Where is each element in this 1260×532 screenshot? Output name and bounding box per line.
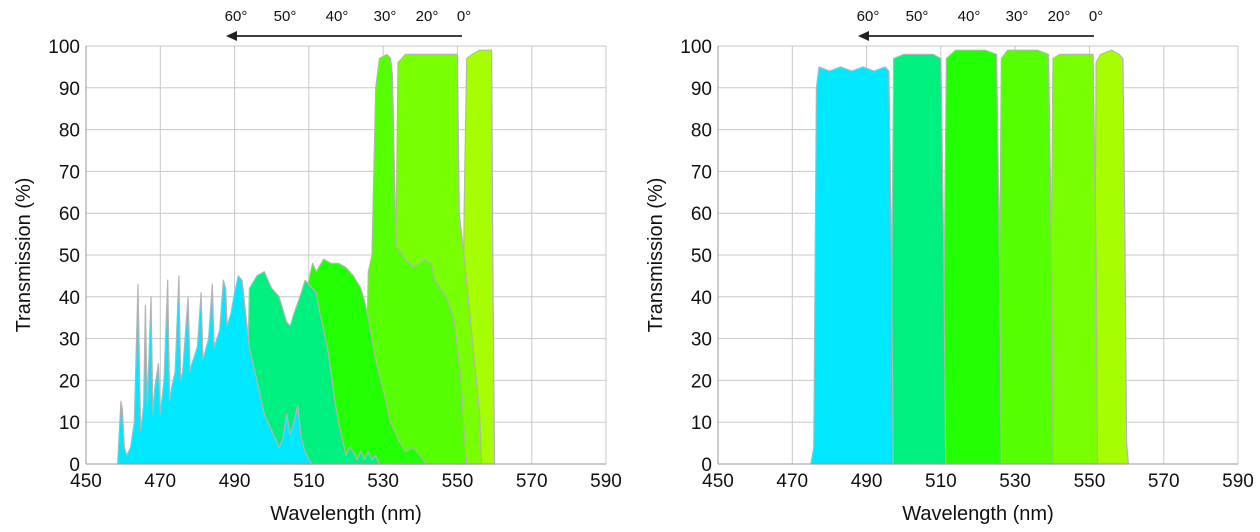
y-tick-label: 0	[701, 455, 712, 476]
x-tick-label: 450	[70, 471, 102, 492]
x-tick-label: 530	[367, 471, 399, 492]
x-tick-label: 530	[999, 471, 1031, 492]
series-area-5	[245, 271, 380, 465]
x-tick-label: 570	[516, 471, 548, 492]
series-group	[810, 49, 1129, 465]
angle-annotation: 60° 50° 40° 30° 20° 0°	[225, 8, 471, 41]
x-tick-label: 510	[293, 471, 325, 492]
x-tick-label: 470	[776, 471, 808, 492]
y-tick-label: 50	[59, 246, 80, 267]
angle-label: 40°	[958, 8, 981, 25]
y-tick-label: 30	[691, 330, 712, 351]
y-tick-label: 60	[59, 204, 80, 225]
series-area-6	[117, 275, 314, 465]
angle-label: 0°	[1089, 8, 1103, 25]
x-tick-label: 490	[851, 471, 883, 492]
y-tick-label: 80	[59, 121, 80, 142]
y-tick-label: 90	[691, 79, 712, 100]
series-area-3	[364, 53, 468, 465]
series-area-4	[940, 49, 1002, 465]
y-tick-label: 100	[680, 37, 712, 58]
angle-label: 20°	[1048, 8, 1071, 25]
x-tick-label: 550	[442, 471, 474, 492]
y-tick-label: 40	[691, 288, 712, 309]
angle-label: 50°	[906, 8, 929, 25]
y-axis-title: Transmission (%)	[13, 178, 35, 333]
x-axis-title: Wavelength (nm)	[270, 503, 422, 525]
x-tick-label: 490	[219, 471, 251, 492]
y-tick-label: 70	[691, 162, 712, 183]
series-area-3	[996, 49, 1054, 465]
y-tick-label: 70	[59, 162, 80, 183]
angle-label: 60°	[225, 8, 248, 25]
x-tick-label: 590	[1222, 471, 1254, 492]
series-area-2	[1048, 53, 1099, 465]
y-tick-label: 100	[48, 37, 80, 58]
x-tick-label: 570	[1148, 471, 1180, 492]
y-tick-label: 40	[59, 288, 80, 309]
angle-label: 20°	[416, 8, 439, 25]
series-area-1	[1092, 49, 1129, 465]
y-tick-label: 10	[59, 413, 80, 434]
angle-label: 30°	[374, 8, 397, 25]
angle-label: 40°	[326, 8, 349, 25]
chart-2: 0 10 20 30 40 50 60 70 80 90 100 450 470 490 510 530 550…	[645, 8, 1254, 525]
angle-label: 50°	[274, 8, 297, 25]
y-tick-label: 10	[691, 413, 712, 434]
y-tick-label: 50	[691, 246, 712, 267]
y-tick-label: 90	[59, 79, 80, 100]
series-area-5	[888, 53, 947, 465]
arrow-head-icon	[226, 31, 237, 41]
angle-label: 0°	[457, 8, 471, 25]
y-tick-label: 60	[691, 204, 712, 225]
angle-label: 60°	[857, 8, 880, 25]
x-tick-label: 450	[702, 471, 734, 492]
y-tick-label: 20	[59, 371, 80, 392]
x-tick-label: 590	[590, 471, 622, 492]
angle-label: 30°	[1006, 8, 1029, 25]
y-tick-label: 80	[691, 121, 712, 142]
chart-1: 0 10 20 30 40 50 60 70 80 90 100 450 470 490 510 530 550…	[13, 8, 622, 525]
series-group	[117, 49, 496, 465]
arrow-head-icon	[858, 31, 869, 41]
x-tick-label: 510	[925, 471, 957, 492]
x-axis-title: Wavelength (nm)	[902, 503, 1054, 525]
y-tick-label: 0	[69, 455, 80, 476]
y-tick-label: 30	[59, 330, 80, 351]
series-area-6	[810, 66, 894, 465]
x-tick-label: 470	[144, 471, 176, 492]
y-tick-label: 20	[691, 371, 712, 392]
angle-annotation: 60° 50° 40° 30° 20° 0°	[857, 8, 1103, 41]
y-axis-title: Transmission (%)	[645, 178, 667, 333]
x-tick-label: 550	[1074, 471, 1106, 492]
